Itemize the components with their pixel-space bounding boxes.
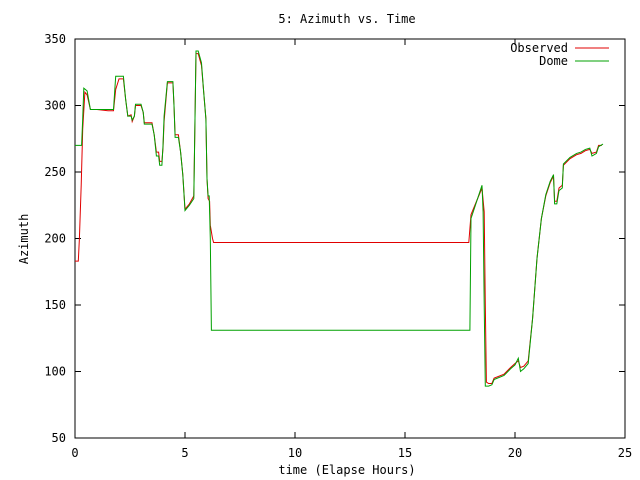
x-tick-label: 0 <box>71 446 78 460</box>
x-tick-label: 15 <box>398 446 412 460</box>
series-lines <box>75 50 604 387</box>
x-tick-label: 20 <box>508 446 522 460</box>
x-axis-label: time (Elapse Hours) <box>278 463 415 477</box>
y-tick-label: 200 <box>44 232 66 246</box>
y-axis-label: Azimuth <box>17 214 31 265</box>
y-tick-label: 250 <box>44 165 66 179</box>
y-tick-label: 100 <box>44 365 66 379</box>
legend-label-observed: Observed <box>510 41 568 55</box>
chart-title: 5: Azimuth vs. Time <box>278 12 415 26</box>
series-line-dome <box>75 50 604 387</box>
y-tick-label: 300 <box>44 99 66 113</box>
x-tick-label: 25 <box>618 446 632 460</box>
y-tick-label: 50 <box>52 431 66 445</box>
axis-ticks <box>74 38 626 439</box>
y-tick-label: 350 <box>44 32 66 46</box>
x-tick-label: 10 <box>288 446 302 460</box>
legend-label-dome: Dome <box>539 54 568 68</box>
y-tick-label: 150 <box>44 298 66 312</box>
plot-frame <box>74 38 626 439</box>
x-tick-label: 5 <box>181 446 188 460</box>
axis-tick-labels: 0 5 10 15 20 25 50 100 150 200 250 300 350 <box>44 32 632 460</box>
series-line-observed <box>75 53 602 384</box>
